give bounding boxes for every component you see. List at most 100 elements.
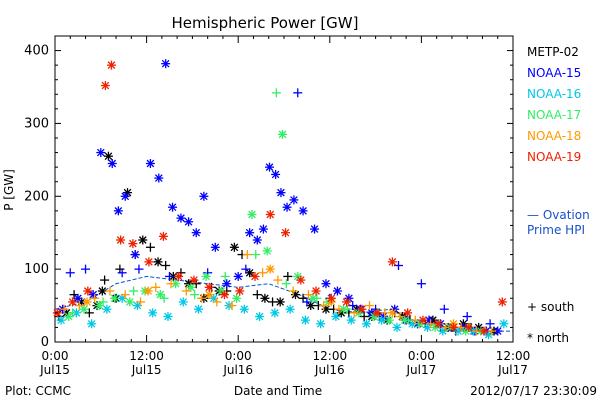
data-point <box>258 268 268 278</box>
x-tick-time: 12:00 <box>313 349 348 363</box>
data-point <box>275 297 285 307</box>
data-point <box>258 224 268 234</box>
data-point <box>334 304 344 314</box>
data-point <box>357 304 367 314</box>
data-point <box>395 312 405 321</box>
data-point <box>497 297 507 307</box>
data-point <box>125 297 135 307</box>
data-point <box>392 322 402 332</box>
data-point <box>332 286 342 296</box>
data-point <box>331 312 341 321</box>
data-point <box>265 210 275 219</box>
data-point <box>245 228 255 238</box>
data-point <box>117 268 127 278</box>
chart-marks <box>52 59 513 340</box>
data-point <box>416 279 426 289</box>
data-point <box>134 264 144 274</box>
data-point <box>247 210 257 219</box>
data-point <box>201 271 211 281</box>
data-point <box>342 297 352 307</box>
y-tick-label: 0 <box>41 335 49 350</box>
data-point <box>410 315 420 325</box>
data-point <box>186 282 196 292</box>
data-point <box>229 242 239 252</box>
y-axis-label: P [GW] <box>2 169 16 211</box>
data-point <box>268 297 278 307</box>
legend-item: NOAA-19 <box>527 150 581 164</box>
data-point <box>110 293 120 303</box>
data-point <box>107 159 117 168</box>
data-point <box>90 293 100 303</box>
data-point <box>251 250 261 260</box>
data-point <box>326 293 336 303</box>
data-point <box>252 235 262 245</box>
data-point <box>144 257 154 267</box>
data-point <box>194 304 204 314</box>
legend-item: NOAA-17 <box>527 108 581 122</box>
data-point <box>204 282 214 292</box>
data-point <box>73 293 83 303</box>
data-point <box>168 202 178 212</box>
data-point <box>64 312 74 321</box>
data-point <box>129 286 139 296</box>
data-point <box>439 304 449 314</box>
data-point <box>499 319 509 329</box>
data-point <box>276 188 286 198</box>
data-point <box>161 59 171 69</box>
data-point <box>293 88 303 98</box>
data-point <box>120 290 130 300</box>
data-point <box>232 293 242 303</box>
data-point <box>298 206 308 216</box>
data-point <box>190 290 200 300</box>
data-point <box>56 315 66 325</box>
x-tick-time: 0:00 <box>42 349 69 363</box>
data-point <box>377 315 387 325</box>
data-point <box>262 246 272 256</box>
plot-credit: Plot: CCMC <box>5 384 71 398</box>
y-tick-label: 200 <box>24 189 49 204</box>
data-point <box>82 297 92 307</box>
north-legend: * north <box>527 331 569 345</box>
data-point <box>418 315 428 325</box>
data-point <box>273 275 283 285</box>
data-point <box>113 206 123 216</box>
data-point <box>319 301 329 311</box>
data-point <box>135 297 145 307</box>
data-point <box>204 290 214 300</box>
data-point <box>191 228 201 238</box>
data-point <box>106 60 116 70</box>
data-point <box>68 297 78 307</box>
data-point <box>176 213 186 223</box>
data-point <box>120 191 130 201</box>
data-point <box>462 312 472 321</box>
data-point <box>380 308 390 318</box>
data-point <box>100 81 110 91</box>
y-ticks: 0 100 200 300 400 <box>24 44 513 350</box>
data-point <box>346 315 356 325</box>
data-point <box>372 308 382 318</box>
data-point <box>138 235 148 245</box>
legend-item: NOAA-15 <box>527 66 581 80</box>
data-point <box>303 290 313 300</box>
x-tick-date: Jul17 <box>497 363 528 377</box>
data-point <box>151 282 161 292</box>
data-point <box>359 312 369 321</box>
data-point <box>255 312 265 321</box>
data-point <box>441 322 451 332</box>
data-point <box>116 235 126 245</box>
data-point <box>102 304 112 314</box>
data-point <box>83 286 93 296</box>
x-tick-date: Jul16 <box>222 363 253 377</box>
data-point <box>145 159 155 168</box>
x-tick-time: 12:00 <box>129 349 164 363</box>
x-axis-label: Date and Time <box>234 384 322 398</box>
data-point <box>242 250 252 260</box>
data-point <box>220 271 230 281</box>
data-point <box>289 195 299 205</box>
data-point <box>222 279 232 289</box>
data-point <box>161 261 171 270</box>
data-point <box>464 322 474 332</box>
legend-item: METP-02 <box>527 45 579 59</box>
ovation-legend-line1: — Ovation <box>527 208 590 222</box>
